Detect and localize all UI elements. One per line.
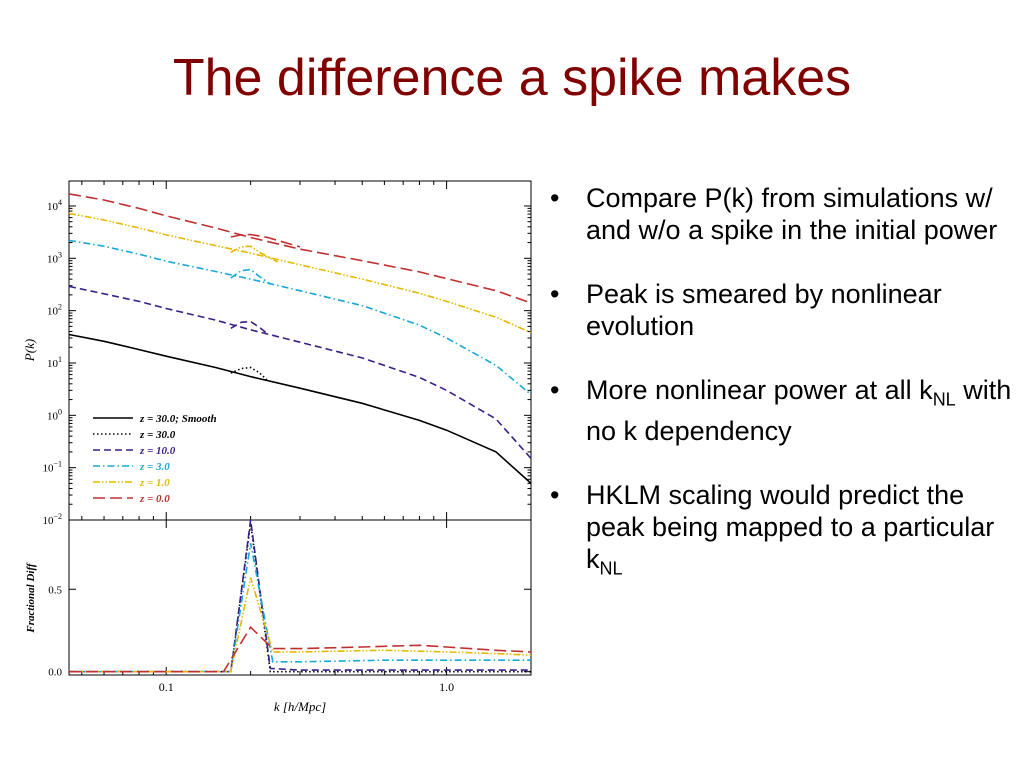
bullet-text: Peak is smeared by nonlinear evolution xyxy=(586,279,942,341)
y-tick-label: 0.5 xyxy=(48,584,62,596)
legend-label: z = 3.0 xyxy=(139,461,170,473)
bullet-list: • Compare P(k) from simulations w/ and w/… xyxy=(548,182,1018,617)
y-tick-label: 10−1 xyxy=(42,460,62,475)
y-tick-mantissa: 10 xyxy=(42,463,54,475)
y-tick-label: 10−2 xyxy=(42,512,62,527)
y-tick-label: 0.0 xyxy=(48,667,62,679)
bullet-dot: • xyxy=(550,183,560,213)
y-tick-exponent: 3 xyxy=(58,250,62,259)
fracdiff-series-line xyxy=(69,577,532,673)
bullet-text: HKLM scaling would predict the peak bein… xyxy=(586,480,995,575)
x-tick-label: 0.1 xyxy=(159,680,174,694)
slide-title: The difference a spike makes xyxy=(172,49,852,107)
bullet-text: Compare P(k) from simulations w/ and w/o… xyxy=(586,183,998,245)
pk-spike-line xyxy=(230,320,269,335)
top-panel-frame xyxy=(68,180,532,521)
y-tick-mantissa: 10 xyxy=(47,306,59,318)
y-tick-exponent: −2 xyxy=(53,512,62,521)
legend-label: z = 0.0 xyxy=(139,493,170,505)
y-tick-exponent: 4 xyxy=(58,198,62,207)
y-tick-exponent: −1 xyxy=(53,460,62,469)
y-tick-label: 100 xyxy=(47,407,62,422)
y-tick-mantissa: 10 xyxy=(47,410,59,422)
pk-spike-line xyxy=(230,245,279,263)
bullet-subscript: NL xyxy=(932,389,956,410)
legend: z = 30.0; Smooth z = 30.0 z = 10.0 z = 3.0 z… xyxy=(93,413,217,505)
y-tick-label: 104 xyxy=(47,198,62,213)
fracdiff-series-line xyxy=(69,625,532,673)
y-tick-exponent: 0 xyxy=(58,407,62,416)
y-tick-label: 103 xyxy=(47,250,62,265)
pk-series-line xyxy=(68,333,532,484)
legend-label: z = 1.0 xyxy=(139,477,170,489)
pk-series-line xyxy=(68,193,532,304)
bottom-y-axis-label: Fractional Diff xyxy=(25,562,37,634)
pk-series-line xyxy=(68,285,532,459)
bullet-item: • More nonlinear power at all kNL with no… xyxy=(548,374,1018,447)
bullet-tail: with no k dependency xyxy=(586,375,1012,447)
y-tick-mantissa: 10 xyxy=(42,515,54,527)
fracdiff-series-line xyxy=(69,523,531,673)
pk-series-line xyxy=(68,212,532,334)
y-tick-mantissa: 10 xyxy=(47,201,59,213)
bullet-item: • Peak is smeared by nonlinear evolution xyxy=(548,278,1018,342)
legend-label: z = 30.0 xyxy=(139,429,176,441)
bullet-dot: • xyxy=(550,279,560,309)
y-tick-label: 102 xyxy=(47,303,62,318)
fracdiff-series-line xyxy=(69,542,531,673)
y-tick-exponent: 1 xyxy=(58,355,62,364)
pk-spike-line xyxy=(230,233,301,248)
bullet-item: • HKLM scaling would predict the peak bei… xyxy=(548,479,1018,584)
top-y-axis-label: P(k) xyxy=(22,339,37,362)
bottom-panel-frame xyxy=(68,519,532,676)
bullet-text: More nonlinear power at all k xyxy=(586,375,933,405)
legend-label: z = 30.0; Smooth xyxy=(139,413,217,425)
x-axis-label: k [h/Mpc] xyxy=(274,699,326,714)
bullet-subscript: NL xyxy=(599,558,623,579)
y-tick-label: 101 xyxy=(47,355,62,370)
y-tick-mantissa: 10 xyxy=(47,358,59,370)
bullet-item: • Compare P(k) from simulations w/ and w/… xyxy=(548,182,1018,246)
legend-label: z = 10.0 xyxy=(139,445,176,457)
bullet-dot: • xyxy=(550,480,560,511)
bullet-dot: • xyxy=(550,375,560,405)
pk-series-line xyxy=(68,239,532,396)
y-tick-mantissa: 10 xyxy=(47,253,59,265)
x-tick-label: 1.0 xyxy=(439,680,454,694)
y-tick-exponent: 2 xyxy=(58,303,62,312)
pk-series-line xyxy=(230,366,269,382)
